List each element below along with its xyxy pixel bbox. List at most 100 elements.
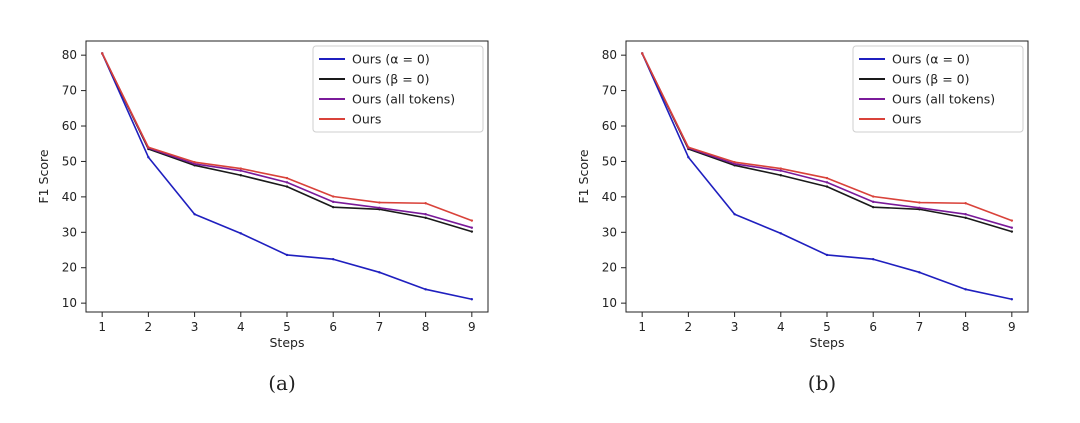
data-point [1010, 298, 1014, 301]
data-point [285, 181, 289, 184]
line-chart-a: 10 20 30 40 50 60 70 80 1 2 3 4 5 6 7 8 9 Steps F1 Score Ou… [36, 40, 489, 395]
x-tick-label: 7 [916, 320, 924, 334]
y-tick-label: 20 [602, 261, 617, 275]
data-point [640, 52, 644, 55]
data-point [470, 219, 474, 222]
y-tick-label: 80 [602, 48, 617, 62]
data-point [964, 288, 967, 291]
data-point [825, 176, 829, 180]
legend-label: Ours [892, 112, 921, 127]
data-point [470, 226, 474, 229]
y-tick-label: 10 [62, 296, 77, 310]
data-point [378, 271, 381, 274]
x-tick-label: 1 [638, 320, 646, 334]
y-tick-label: 80 [62, 48, 77, 62]
data-point [918, 201, 921, 204]
x-tick-label: 1 [98, 320, 106, 334]
data-point [872, 205, 875, 209]
legend-box [312, 45, 484, 133]
x-tick-label: 9 [468, 320, 476, 334]
chart-panel-b: 10 20 30 40 50 60 70 80 1 2 3 4 5 6 7 8 9 Steps F1 Score Ou… [540, 0, 1080, 423]
figure-caption: (a) [268, 371, 296, 395]
legend-label: Ours (all tokens) [892, 92, 995, 107]
x-tick-label: 4 [237, 320, 245, 334]
data-point [733, 160, 736, 164]
data-point [193, 213, 196, 216]
y-tick-label: 30 [62, 225, 77, 239]
y-tick-label: 50 [602, 154, 617, 168]
data-point [733, 213, 736, 216]
data-point [964, 202, 967, 205]
data-point [687, 146, 690, 149]
data-point [779, 232, 782, 235]
data-point [332, 200, 335, 204]
data-point [872, 200, 875, 204]
data-point [424, 213, 427, 216]
data-point [147, 155, 150, 159]
data-point [332, 258, 335, 261]
y-axis-title: F1 Score [36, 149, 51, 203]
data-point [779, 169, 782, 172]
legend-label: Ours (β = 0) [352, 72, 430, 87]
legend-label: Ours [352, 112, 381, 127]
y-axis-title: F1 Score [576, 149, 591, 203]
x-axis-title: Steps [270, 335, 305, 350]
y-tick-label: 40 [602, 190, 617, 204]
y-tick-label: 70 [62, 84, 77, 98]
chart-panel-a: 10 20 30 40 50 60 70 80 1 2 3 4 5 6 7 8 9 Steps F1 Score Ou… [36, 40, 489, 395]
data-point [424, 288, 427, 291]
y-tick-label: 70 [602, 84, 617, 98]
data-point [239, 232, 242, 235]
data-point [825, 253, 829, 257]
data-point [470, 230, 474, 233]
data-point [733, 162, 736, 166]
data-point [1010, 226, 1014, 229]
data-point [193, 160, 196, 164]
data-point [470, 298, 474, 301]
data-point [193, 162, 196, 166]
y-tick-label: 20 [62, 261, 77, 275]
data-point [378, 206, 381, 210]
data-point [239, 169, 242, 172]
y-tick-label: 60 [62, 119, 77, 133]
x-tick-label: 8 [422, 320, 430, 334]
data-point [825, 181, 829, 184]
x-tick-label: 2 [145, 320, 153, 334]
x-tick-label: 6 [869, 320, 877, 334]
data-point [378, 201, 381, 204]
x-tick-label: 5 [823, 320, 831, 334]
data-point [779, 167, 782, 170]
data-point [825, 185, 829, 188]
x-tick-label: 9 [1008, 320, 1016, 334]
x-tick-label: 7 [376, 320, 384, 334]
legend-label: Ours (α = 0) [352, 52, 430, 67]
data-point [918, 206, 921, 210]
data-point [285, 185, 289, 188]
data-point [100, 52, 104, 55]
data-point [424, 216, 427, 219]
data-point [147, 146, 150, 149]
data-point [332, 195, 335, 198]
x-tick-label: 8 [962, 320, 970, 334]
y-tick-label: 60 [602, 119, 617, 133]
data-point [285, 176, 289, 180]
data-point [964, 216, 967, 219]
x-tick-label: 3 [191, 320, 199, 334]
x-tick-label: 3 [731, 320, 739, 334]
data-point [239, 174, 242, 177]
data-point [872, 258, 875, 261]
x-tick-label: 4 [777, 320, 785, 334]
x-axis-title: Steps [810, 335, 845, 350]
line-chart-b: 10 20 30 40 50 60 70 80 1 2 3 4 5 6 7 8 9 Steps F1 Score Ou… [576, 40, 1029, 395]
y-tick-label: 30 [602, 225, 617, 239]
figure-caption: (b) [808, 371, 836, 395]
legend-label: Ours (α = 0) [892, 52, 970, 67]
data-point [779, 174, 782, 177]
data-point [1010, 230, 1014, 233]
legend-box [852, 45, 1024, 133]
data-point [872, 195, 875, 198]
x-tick-label: 6 [329, 320, 337, 334]
y-tick-label: 10 [602, 296, 617, 310]
data-point [687, 155, 690, 159]
x-tick-label: 5 [283, 320, 291, 334]
